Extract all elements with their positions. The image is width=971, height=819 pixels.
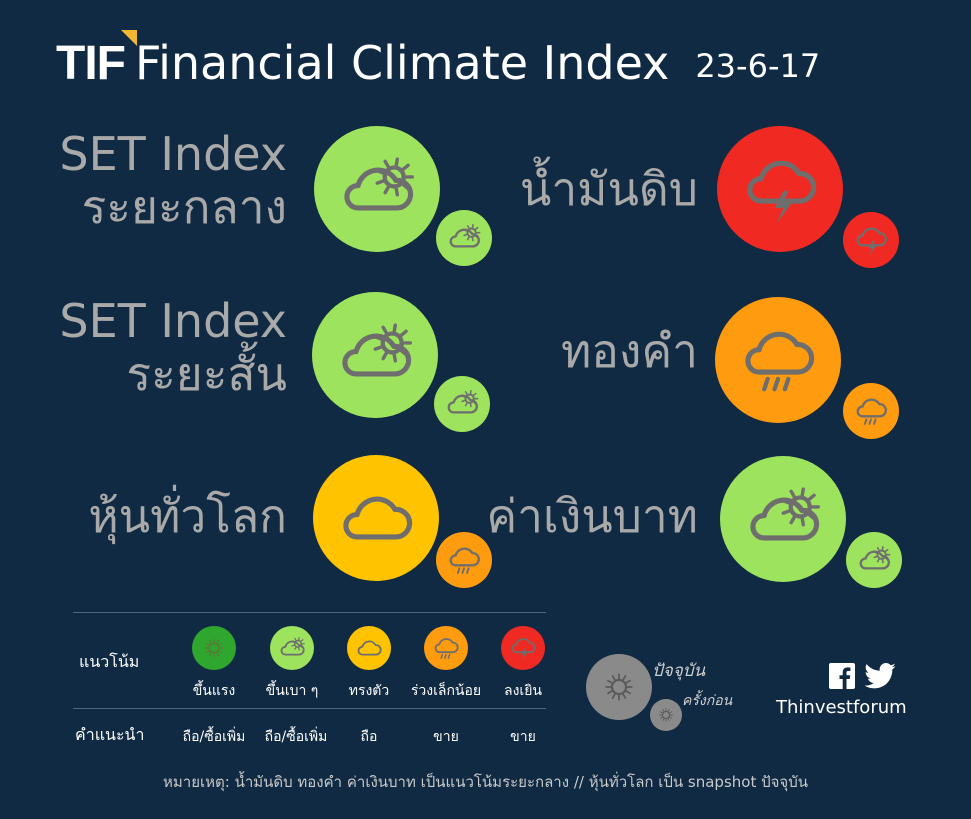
partly-cloudy-icon xyxy=(740,476,826,562)
legend-circle-slight-down xyxy=(424,626,468,670)
legend-middle-divider xyxy=(73,708,546,709)
legend-advice-slight-down: ขาย xyxy=(433,729,459,745)
thunderstorm-icon xyxy=(508,633,538,663)
indicator-label-world-stocks: หุ้นทั่วโลก xyxy=(88,489,287,543)
legend-advice-mild-up: ถือ/ซื้อเพิ่ม xyxy=(264,729,328,745)
legend-circle-strong-up xyxy=(192,626,236,670)
set-mid-previous-circle xyxy=(436,210,492,266)
partly-cloudy-icon xyxy=(332,312,418,398)
rain-icon xyxy=(431,633,461,663)
legend-trend-flat: ทรงตัว xyxy=(348,683,390,699)
legend-advice-label: คำแนะนำ xyxy=(75,725,145,744)
indicator-label-crude-oil: น้ำมันดิบ xyxy=(519,162,698,216)
thb-previous-circle xyxy=(846,532,902,588)
legend-advice-strong-up: ถือ/ซื้อเพิ่ม xyxy=(182,729,246,745)
rain-icon xyxy=(735,317,821,403)
page-title: TIF Financial Climate Index 23-6-17 xyxy=(56,29,821,96)
partly-cloudy-icon xyxy=(855,541,893,579)
key-current-circle xyxy=(586,654,652,720)
thunderstorm-icon xyxy=(852,221,890,259)
footer-note: หมายเหตุ: น้ำมันดิบ ทองคำ ค่าเงินบาท เป็… xyxy=(163,773,808,791)
gold-previous-circle xyxy=(843,383,899,439)
title-date: 23-6-17 xyxy=(695,47,821,85)
world-stocks-previous-circle xyxy=(436,532,492,588)
sun-icon xyxy=(597,665,641,709)
cloud-icon xyxy=(354,633,384,663)
legend-advice-flat: ถือ xyxy=(360,729,378,745)
sun-icon xyxy=(199,633,229,663)
partly-cloudy-icon xyxy=(334,146,420,232)
legend-trend-label: แนวโน้ม xyxy=(79,652,140,671)
legend-circle-flat xyxy=(347,626,391,670)
facebook-icon[interactable] xyxy=(829,663,855,689)
crude-oil-current-circle xyxy=(717,126,843,252)
set-short-current-circle xyxy=(312,292,438,418)
thunderstorm-icon xyxy=(737,146,823,232)
partly-cloudy-icon xyxy=(277,633,307,663)
rain-icon xyxy=(852,392,890,430)
tif-logo: TIF xyxy=(56,29,137,91)
rain-icon xyxy=(445,541,483,579)
indicator-label-gold: ทองคำ xyxy=(560,324,698,378)
partly-cloudy-icon xyxy=(443,385,481,423)
key-previous-label: ครั้งก่อน xyxy=(682,693,733,709)
legend-trend-strong-down: ลงเยิน xyxy=(504,683,542,699)
legend-trend-slight-down: ร่วงเล็กน้อย xyxy=(410,683,482,699)
social-handle[interactable]: Thinvestforum xyxy=(776,697,907,718)
gold-current-circle xyxy=(715,297,841,423)
key-previous-circle xyxy=(650,699,682,731)
sun-icon xyxy=(655,704,677,726)
indicator-label-thb: ค่าเงินบาท xyxy=(486,489,698,543)
legend-trend-strong-up: ขึ้นแรง xyxy=(192,683,236,699)
set-mid-current-circle xyxy=(314,126,440,252)
partly-cloudy-icon xyxy=(445,219,483,257)
crude-oil-previous-circle xyxy=(843,212,899,268)
legend-top-divider xyxy=(73,612,546,613)
legend-advice-strong-down: ขาย xyxy=(510,729,536,745)
indicator-label-set-short: SET Index ระยะสั้น xyxy=(59,294,287,401)
cloud-icon xyxy=(333,475,419,561)
legend-circle-strong-down xyxy=(501,626,545,670)
legend-circle-mild-up xyxy=(270,626,314,670)
twitter-icon[interactable] xyxy=(864,663,896,689)
set-short-previous-circle xyxy=(434,376,490,432)
indicator-label-set-mid: SET Index ระยะกลาง xyxy=(59,127,287,234)
thb-current-circle xyxy=(720,456,846,582)
key-current-label: ปัจจุบัน xyxy=(652,661,706,681)
world-stocks-current-circle xyxy=(313,455,439,581)
title-text: Financial Climate Index xyxy=(134,36,670,90)
legend-trend-mild-up: ขึ้นเบา ๆ xyxy=(265,683,319,699)
